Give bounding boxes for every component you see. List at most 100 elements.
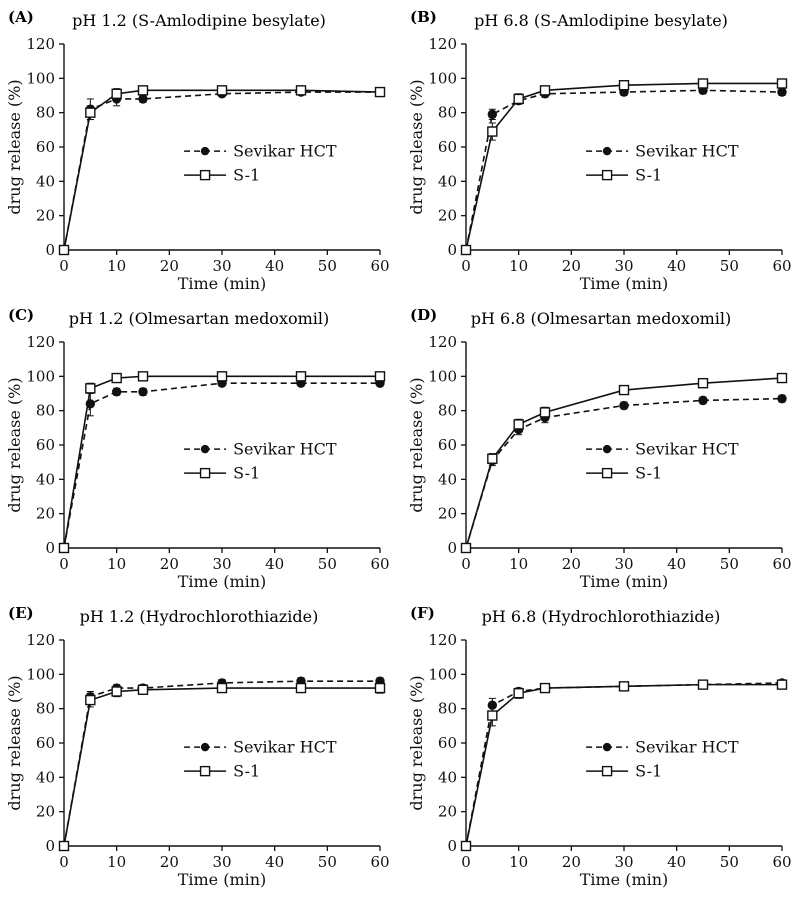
data-point-marker-circle (111, 387, 122, 397)
data-point-marker-square (295, 371, 307, 382)
y-tick-label: 0 (45, 539, 55, 557)
panel-letter: (A) (8, 8, 34, 26)
x-tick-label: 30 (212, 853, 231, 871)
y-axis-label: drug release (%) (5, 79, 24, 214)
x-tick-label: 30 (212, 555, 231, 573)
series-line (465, 683, 782, 847)
series-line (63, 91, 380, 251)
data-point-marker-square (137, 371, 149, 382)
y-tick-label: 120 (26, 631, 55, 649)
legend-label: Sevikar HCT (233, 738, 337, 757)
x-tick-label: 40 (667, 555, 686, 573)
data-point-marker-circle (777, 393, 787, 404)
data-point-marker-square (697, 679, 709, 690)
x-tick-label: 0 (461, 555, 471, 573)
legend-marker-circle (200, 444, 210, 454)
y-tick-label: 120 (428, 333, 457, 351)
data-point-marker-circle (487, 109, 498, 120)
legend-label: Sevikar HCT (635, 738, 739, 757)
x-axis-label: Time (min) (580, 572, 669, 591)
data-point-marker-circle (619, 400, 629, 411)
legend-marker-circle (200, 742, 210, 752)
legend-label: Sevikar HCT (233, 142, 337, 161)
data-point-marker-square (85, 694, 96, 706)
y-tick-label: 0 (447, 539, 457, 557)
data-point-marker-square (539, 407, 551, 418)
x-tick-label: 30 (614, 853, 633, 871)
y-tick-label: 120 (26, 35, 55, 53)
x-tick-label: 60 (370, 853, 389, 871)
y-tick-label: 100 (428, 69, 457, 87)
chart-panel-c: (C) pH 1.2 (Olmesartan medoxomil) 0 10 20 3… (4, 304, 394, 594)
x-tick-label: 40 (667, 853, 686, 871)
x-tick-label: 40 (265, 257, 284, 275)
data-point-marker-square (513, 688, 524, 699)
data-point-marker-square (374, 682, 386, 694)
legend-marker-circle (602, 444, 612, 454)
y-tick-label: 60 (36, 138, 55, 156)
y-tick-label: 0 (45, 241, 55, 259)
legend-label: S-1 (635, 762, 662, 781)
y-tick-label: 120 (428, 631, 457, 649)
data-point-marker-square (487, 453, 498, 464)
x-tick-label: 20 (562, 257, 581, 275)
y-tick-label: 100 (26, 665, 55, 683)
legend-marker-square (199, 765, 211, 777)
data-point-marker-square (58, 244, 70, 256)
data-point-marker-square (111, 372, 122, 384)
y-tick-label: 120 (26, 333, 55, 351)
data-point-marker-square (697, 378, 709, 389)
legend-label: S-1 (233, 762, 260, 781)
data-point-marker-square (85, 107, 96, 118)
legend-label: S-1 (233, 166, 260, 185)
data-point-marker-square (513, 93, 524, 105)
y-tick-label: 20 (36, 207, 55, 225)
panel-header: (F) pH 6.8 (Hydrochlorothiazide) (406, 602, 795, 630)
data-point-marker-square (460, 840, 472, 852)
y-tick-label: 20 (438, 803, 457, 821)
panel-letter: (B) (410, 8, 437, 26)
y-tick-label: 60 (438, 734, 457, 752)
y-axis-label: drug release (%) (407, 675, 426, 810)
data-point-marker-square (618, 80, 630, 91)
x-tick-label: 10 (107, 257, 126, 275)
x-tick-label: 50 (720, 853, 739, 871)
data-point-marker-circle (777, 87, 787, 97)
data-point-marker-square (295, 85, 307, 96)
legend-marker-circle (602, 742, 612, 752)
y-tick-label: 0 (45, 837, 55, 855)
panel-letter: (D) (410, 306, 438, 324)
series-line (63, 89, 381, 251)
x-tick-label: 10 (509, 555, 528, 573)
x-tick-label: 60 (772, 257, 791, 275)
y-tick-label: 80 (438, 104, 457, 122)
panel-letter: (C) (8, 306, 35, 324)
line-chart: 0 10 20 30 40 50 60 0 20 40 60 80 100 120 Time (min) dr… (407, 631, 792, 889)
series-line (63, 687, 380, 847)
series-line (465, 82, 782, 251)
x-tick-label: 10 (509, 853, 528, 871)
x-tick-label: 50 (720, 257, 739, 275)
x-tick-label: 10 (107, 853, 126, 871)
x-tick-label: 20 (562, 853, 581, 871)
data-point-marker-square (618, 384, 630, 396)
series-line (465, 89, 783, 251)
data-point-marker-square (216, 682, 228, 694)
x-tick-label: 20 (562, 555, 581, 573)
x-tick-label: 10 (509, 257, 528, 275)
y-tick-label: 0 (447, 241, 457, 259)
x-tick-label: 0 (461, 853, 471, 871)
line-chart: 0 10 20 30 40 50 60 0 20 40 60 80 100 120 Time (min) dr… (407, 35, 792, 293)
legend-marker-square (199, 467, 211, 479)
y-tick-label: 60 (36, 436, 55, 454)
x-tick-label: 60 (370, 257, 389, 275)
data-point-marker-square (111, 88, 122, 99)
chart-title: pH 6.8 (Hydrochlorothiazide) (481, 606, 721, 626)
data-point-marker-square (374, 371, 386, 382)
y-axis-label: drug release (%) (5, 675, 24, 810)
line-chart: 0 10 20 30 40 50 60 0 20 40 60 80 100 120 Time (min) dr… (5, 333, 390, 591)
y-tick-label: 80 (36, 402, 55, 420)
x-tick-label: 40 (265, 555, 284, 573)
panel-header: (B) pH 6.8 (S-Amlodipine besylate) (406, 6, 795, 34)
y-tick-label: 20 (36, 803, 55, 821)
